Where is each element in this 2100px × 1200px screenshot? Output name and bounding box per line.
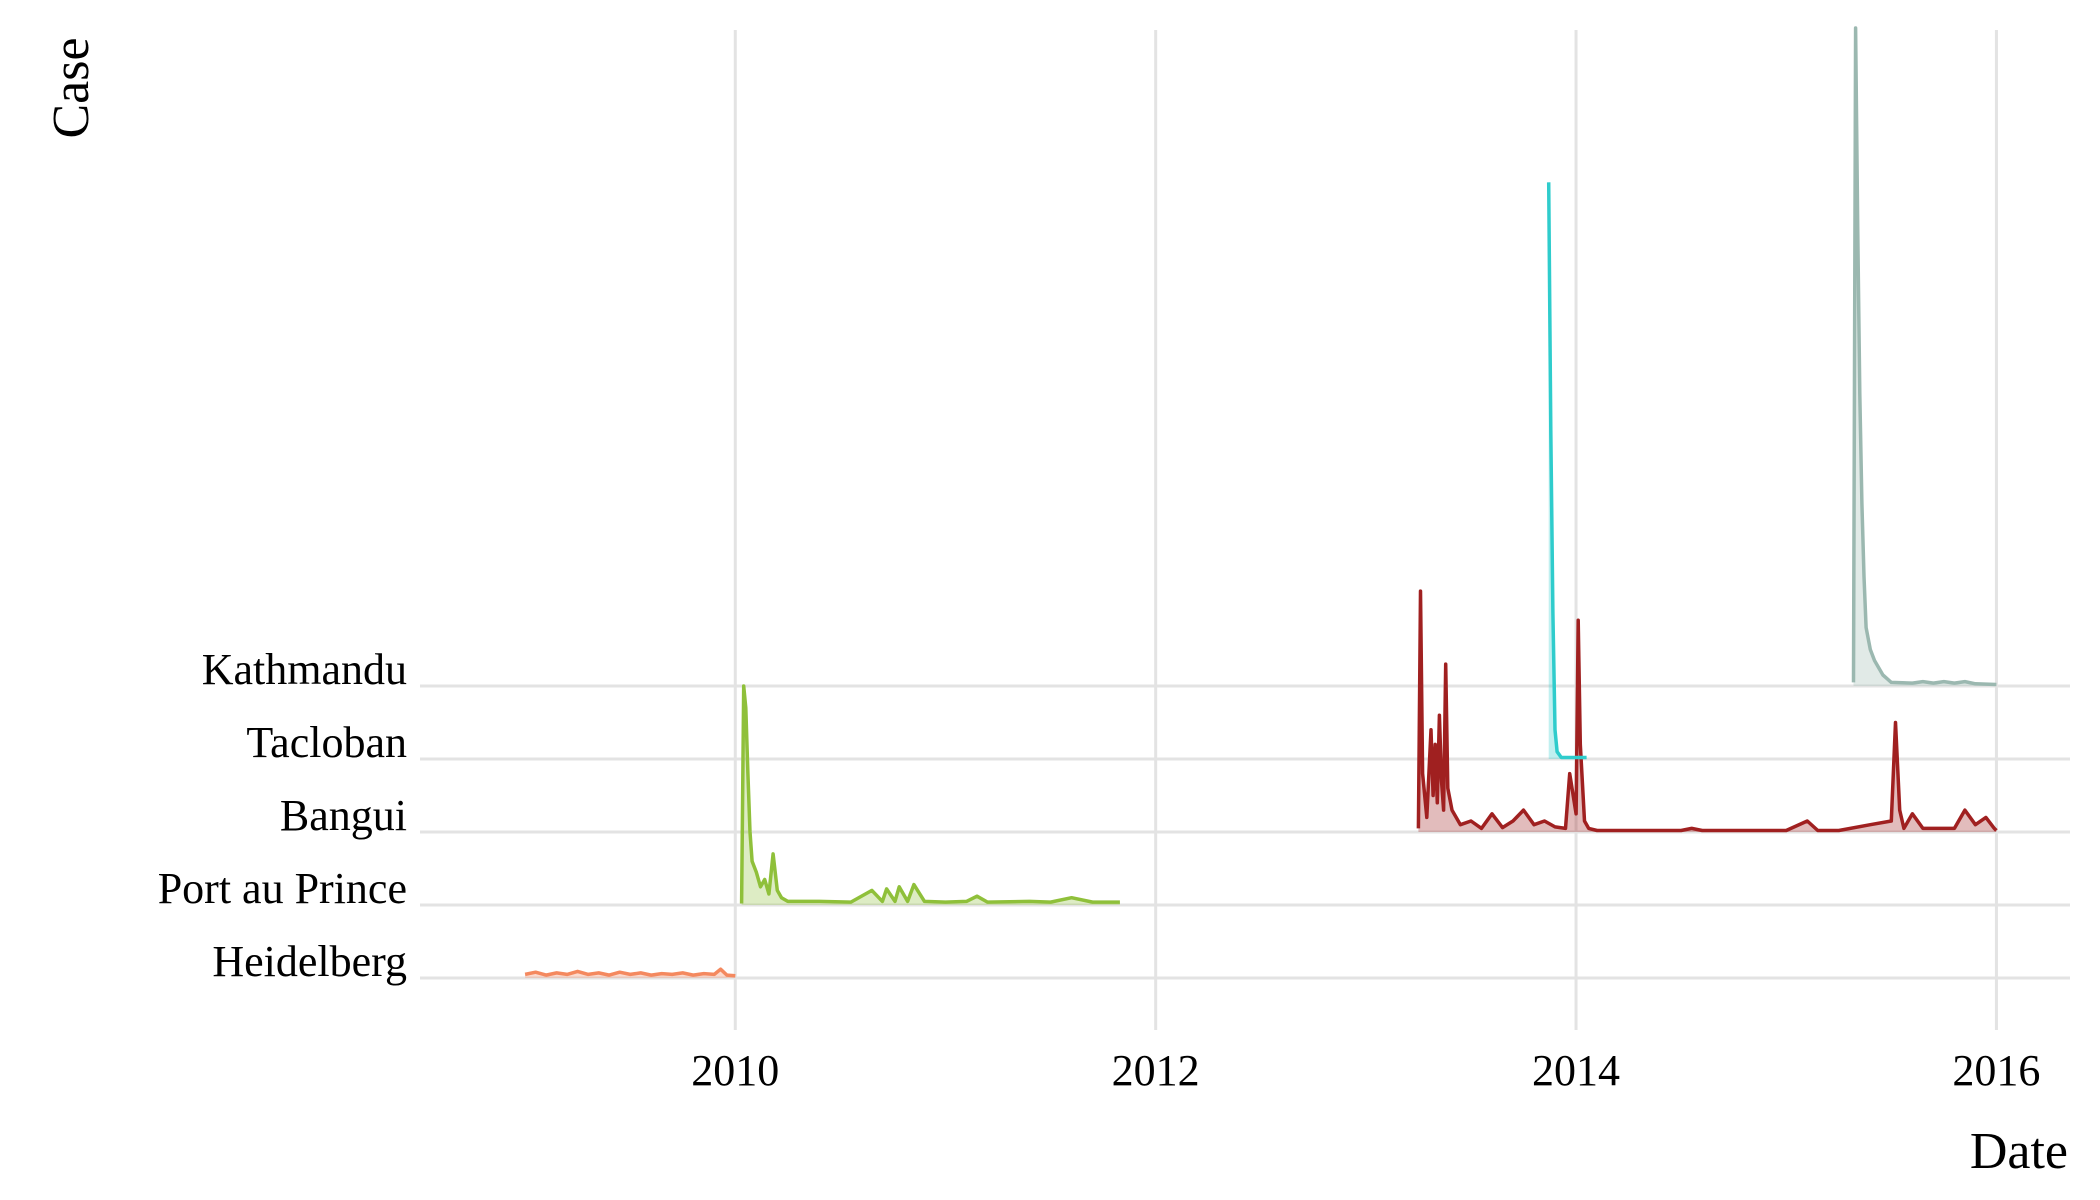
y-tick-label-heidelberg: Heidelberg bbox=[212, 937, 407, 986]
ridge-line-kathmandu bbox=[1851, 26, 1997, 687]
ridge-line-heidelberg bbox=[524, 967, 736, 978]
y-tick-label-kathmandu: Kathmandu bbox=[202, 645, 407, 694]
ridge-bangui bbox=[1416, 589, 1998, 833]
ridges bbox=[524, 26, 1998, 978]
ridge-area-bangui bbox=[1418, 591, 1997, 832]
y-tick-label-port-au-prince: Port au Prince bbox=[158, 864, 407, 913]
ridge-heidelberg bbox=[524, 967, 736, 978]
ridge-line-port-au-prince bbox=[739, 684, 1120, 904]
y-tick-labels: Heidelberg Port au Prince Bangui Tacloban Ka… bbox=[158, 645, 407, 986]
ridge-line-tacloban bbox=[1546, 182, 1587, 760]
ridge-kathmandu bbox=[1851, 26, 1997, 687]
ridge-area-kathmandu bbox=[1853, 28, 1997, 686]
x-tick-label-2014: 2014 bbox=[1532, 1046, 1620, 1095]
x-axis-title: Date bbox=[1970, 1123, 2068, 1180]
y-tick-label-bangui: Bangui bbox=[280, 791, 407, 840]
y-axis-title: Case bbox=[43, 37, 100, 138]
ridge-tacloban bbox=[1546, 182, 1587, 760]
x-tick-label-2012: 2012 bbox=[1112, 1046, 1200, 1095]
ridge-area-tacloban bbox=[1548, 182, 1587, 760]
x-gridlines bbox=[733, 30, 1998, 1030]
y-tick-label-tacloban: Tacloban bbox=[246, 718, 407, 767]
x-tick-labels: 2010 2012 2014 2016 bbox=[691, 1046, 2040, 1095]
x-tick-label-2016: 2016 bbox=[1952, 1046, 2040, 1095]
x-tick-label-2010: 2010 bbox=[691, 1046, 779, 1095]
ridge-area-port-au-prince bbox=[741, 686, 1120, 905]
ridge-port-au-prince bbox=[739, 684, 1120, 905]
y-gridlines bbox=[420, 684, 2070, 980]
ridge-line-bangui bbox=[1416, 589, 1998, 833]
ridge-area-heidelberg bbox=[525, 969, 736, 978]
